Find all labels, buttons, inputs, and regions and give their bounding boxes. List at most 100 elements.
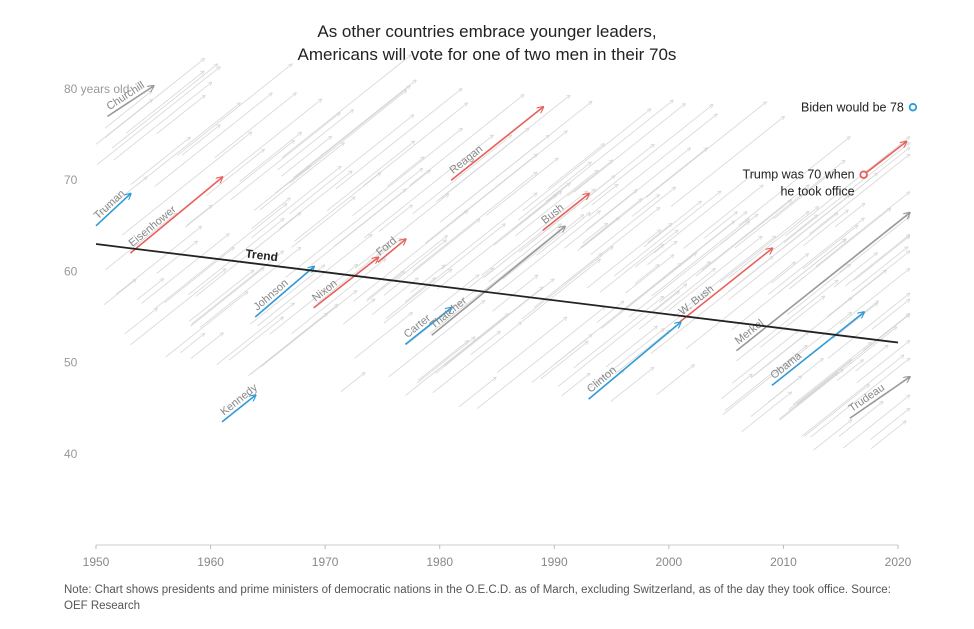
background-leader-line xyxy=(412,135,511,214)
leader-arrow xyxy=(735,213,909,352)
background-leader-line xyxy=(834,203,864,228)
background-leader-line xyxy=(788,360,851,410)
background-leader-line xyxy=(786,265,850,316)
chart-title-line-1: As other countries embrace younger leade… xyxy=(317,22,657,41)
background-leader-line xyxy=(289,115,413,215)
background-leader-line xyxy=(116,227,201,295)
background-leader-line xyxy=(647,242,677,266)
leader-arrow xyxy=(404,308,451,345)
leader-arrow xyxy=(221,395,255,423)
background-leader-line xyxy=(383,269,452,324)
background-leader-line xyxy=(579,199,641,249)
background-leader-line xyxy=(670,117,784,207)
background-leader-line xyxy=(826,251,909,318)
background-leader-line xyxy=(279,171,352,230)
background-leader-line xyxy=(130,137,190,186)
background-leader-line xyxy=(476,307,605,409)
background-leader-line xyxy=(136,279,163,301)
trend-label: Trend xyxy=(245,246,279,264)
leader-arrow xyxy=(450,107,543,181)
leader-label: Clinton xyxy=(585,364,619,395)
background-leader-line xyxy=(187,219,284,296)
background-leader-line xyxy=(605,327,657,368)
background-leader-line xyxy=(661,221,734,279)
background-leader-line xyxy=(424,154,537,244)
leader-label: Truman xyxy=(92,188,128,222)
background-leader-line xyxy=(836,360,863,382)
annotation-biden: Biden would be 78 xyxy=(801,101,904,115)
background-leader-line xyxy=(564,148,690,249)
annotations: Biden would be 78 Trump was 70 when he too… xyxy=(743,101,918,199)
background-leader-line xyxy=(656,365,694,395)
background-leader-line xyxy=(294,173,380,242)
background-leader-line xyxy=(199,248,300,328)
leader-arrow xyxy=(771,312,864,387)
background-leader-line xyxy=(845,235,909,287)
background-leader-line xyxy=(353,211,468,302)
leader-arrow xyxy=(849,377,910,419)
background-leader-line xyxy=(653,173,755,254)
background-leader-line xyxy=(815,192,910,267)
background-leader-line xyxy=(771,254,808,284)
background-leader-line xyxy=(105,213,177,270)
background-leader-line xyxy=(683,185,762,249)
background-leader-line xyxy=(728,207,818,279)
background-leader-line xyxy=(285,169,423,278)
x-tick-label: 1990 xyxy=(541,555,568,569)
background-leader-line xyxy=(751,298,851,379)
background-leader-line xyxy=(842,395,909,449)
background-leader-line xyxy=(810,358,910,438)
background-leader-line xyxy=(387,157,423,187)
background-leader-line xyxy=(228,317,283,361)
background-leader-line xyxy=(394,240,446,282)
background-leader-line xyxy=(251,198,289,229)
leader-label: Merkel xyxy=(733,317,766,347)
background-leader-line xyxy=(363,135,493,239)
leader-arrow xyxy=(542,194,589,231)
background-leader-line xyxy=(440,129,528,199)
background-leader-line xyxy=(540,342,588,380)
background-leader-line xyxy=(870,408,909,440)
background-leader-line xyxy=(488,224,561,283)
y-tick-label: 70 xyxy=(64,173,78,187)
background-leader-line xyxy=(610,368,654,402)
background-leader-line xyxy=(517,162,591,221)
background-leader-line xyxy=(728,195,850,292)
background-leader-line xyxy=(216,303,294,366)
background-leader-line xyxy=(460,131,567,216)
background-leader-line xyxy=(260,291,357,368)
background-leader-line xyxy=(335,89,462,190)
background-leader-line xyxy=(522,109,651,212)
chart-title-line-2: Americans will vote for one of two men i… xyxy=(297,45,677,64)
y-tick-label: 50 xyxy=(64,356,78,370)
background-leader-line xyxy=(432,323,521,394)
background-leader-line xyxy=(520,260,600,324)
background-leader-line xyxy=(827,293,909,359)
annotation-trump-line: he took office xyxy=(780,185,854,199)
background-leader-line xyxy=(485,158,558,216)
background-leader-line xyxy=(103,280,136,306)
background-leader-line xyxy=(184,141,294,228)
leader-label: Obama xyxy=(768,349,804,381)
background-leader-line xyxy=(722,313,851,415)
background-leader-line xyxy=(855,345,888,372)
background-leader-line xyxy=(404,278,435,303)
background-leader-line xyxy=(631,195,659,217)
background-leader-line xyxy=(388,301,485,378)
background-leader-line xyxy=(378,205,412,232)
background-leader-line xyxy=(371,278,418,316)
background-leader-line xyxy=(588,329,664,390)
background-leader-line xyxy=(277,110,353,171)
background-leader-line xyxy=(222,99,321,179)
background-leader-line xyxy=(352,129,462,217)
background-leader-line xyxy=(871,299,910,330)
background-leader-line xyxy=(521,247,613,320)
background-leader-line xyxy=(293,80,416,179)
background-leader-line xyxy=(599,230,678,293)
background-leader-line xyxy=(561,374,590,397)
background-leader-line xyxy=(291,259,385,334)
background-leader-line xyxy=(136,103,240,186)
background-leader-line xyxy=(863,314,909,351)
background-leader-line xyxy=(95,100,152,145)
